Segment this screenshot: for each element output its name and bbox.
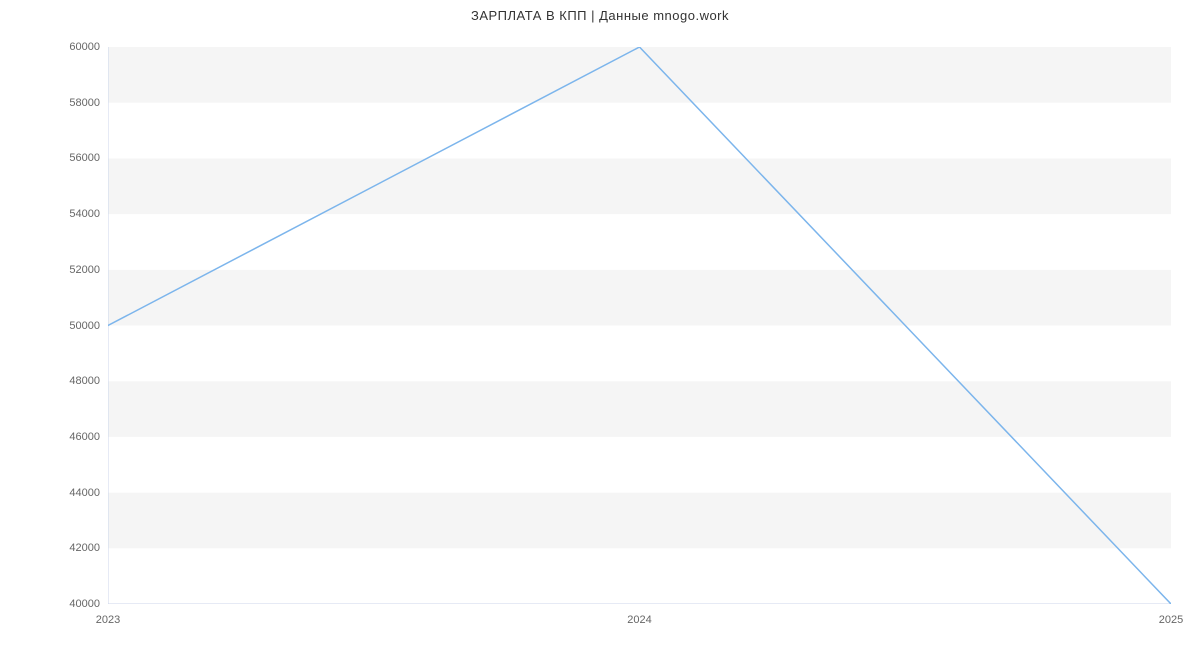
y-tick-label: 42000 xyxy=(48,542,100,554)
chart-svg xyxy=(108,47,1171,604)
plot-area xyxy=(108,47,1171,604)
y-tick-label: 40000 xyxy=(48,598,100,610)
y-tick-label: 48000 xyxy=(48,375,100,387)
y-tick-label: 56000 xyxy=(48,152,100,164)
x-tick-label: 2023 xyxy=(96,614,120,626)
y-tick-label: 58000 xyxy=(48,97,100,109)
y-tick-label: 50000 xyxy=(48,320,100,332)
y-tick-label: 44000 xyxy=(48,487,100,499)
x-tick-label: 2025 xyxy=(1159,614,1183,626)
chart-title: ЗАРПЛАТА В КПП | Данные mnogo.work xyxy=(0,8,1200,23)
y-tick-label: 52000 xyxy=(48,264,100,276)
x-tick-label: 2024 xyxy=(627,614,651,626)
y-tick-label: 46000 xyxy=(48,431,100,443)
y-tick-label: 54000 xyxy=(48,208,100,220)
y-tick-label: 60000 xyxy=(48,41,100,53)
chart-container: ЗАРПЛАТА В КПП | Данные mnogo.work 40000… xyxy=(0,0,1200,650)
